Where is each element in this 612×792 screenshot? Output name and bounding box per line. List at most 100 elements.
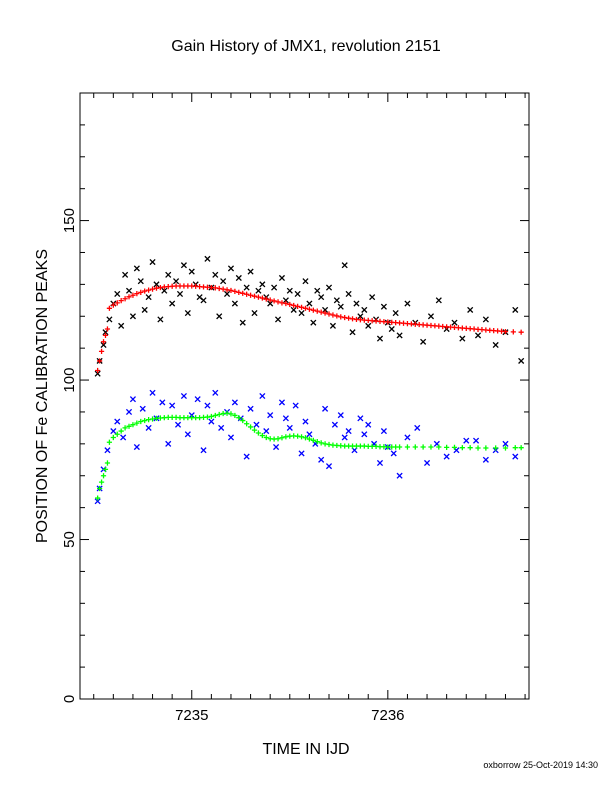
data-point (345, 428, 352, 435)
data-point (267, 300, 274, 307)
data-point (174, 421, 182, 428)
data-point (444, 444, 450, 450)
data-point (145, 424, 152, 431)
footer-stamp: oxborrow 25-Oct-2019 14:30 (483, 760, 598, 770)
axis-ticks (80, 92, 529, 700)
data-point (169, 402, 176, 409)
data-point (467, 445, 473, 451)
data-point (169, 300, 176, 307)
y-tick-label: 100 (61, 368, 78, 393)
data-point (306, 436, 313, 442)
data-point (286, 287, 293, 294)
data-point (318, 309, 324, 315)
data-point (325, 463, 333, 470)
x-tick-label: 7235 (175, 707, 208, 724)
data-point (428, 444, 434, 450)
data-point (145, 294, 152, 301)
data-point (341, 434, 348, 441)
data-point (259, 281, 266, 288)
data-point (443, 453, 450, 460)
data-point (104, 326, 111, 332)
data-point (396, 472, 403, 479)
data-point (279, 435, 285, 441)
data-point (137, 278, 144, 285)
data-point (502, 440, 509, 447)
data-point (427, 313, 435, 320)
data-point (232, 412, 238, 419)
data-point (435, 297, 442, 304)
data-point (322, 405, 329, 412)
data-point (423, 459, 431, 467)
data-point (396, 444, 403, 450)
data-point (310, 437, 316, 443)
plot-frame (79, 92, 530, 700)
data-point (97, 358, 103, 364)
data-point (459, 445, 465, 451)
data-point (212, 412, 218, 419)
data-point (247, 405, 254, 412)
data-point (337, 412, 344, 419)
data-point (349, 329, 356, 336)
data-point (118, 428, 124, 434)
data-point (228, 287, 234, 294)
data-point (263, 296, 269, 302)
data-point (436, 444, 442, 450)
data-point (380, 303, 387, 310)
data-point (318, 456, 325, 463)
y-tick-label: 50 (61, 531, 78, 548)
data-point (212, 389, 219, 396)
data-point (482, 456, 489, 463)
data-point (474, 332, 482, 339)
data-point (292, 402, 299, 409)
data-point (236, 289, 242, 295)
data-point (396, 332, 403, 339)
data-point (302, 435, 309, 441)
data-point (212, 271, 219, 278)
data-point (345, 290, 352, 297)
data-point (314, 439, 320, 445)
data-point (302, 418, 309, 425)
data-point (134, 420, 140, 426)
data-point (240, 290, 246, 296)
y-tick-label: 150 (61, 208, 78, 233)
data-point (404, 444, 411, 450)
data-point (463, 437, 470, 444)
data-point (325, 284, 333, 291)
data-point (138, 418, 144, 425)
y-tick-label: 0 (61, 695, 78, 703)
data-point (228, 411, 234, 417)
data-point (165, 440, 172, 447)
data-point (104, 447, 111, 454)
data-point (306, 306, 313, 312)
data-point (142, 417, 148, 424)
data-point (218, 424, 225, 431)
data-point (459, 335, 466, 342)
data-point (98, 479, 105, 485)
data-point (341, 262, 348, 269)
data-point (420, 444, 426, 450)
data-point (295, 303, 301, 309)
data-point (357, 415, 364, 422)
data-point (216, 313, 223, 320)
series-1 (95, 283, 524, 374)
data-point (274, 316, 282, 323)
data-point (176, 290, 184, 297)
data-point (318, 440, 324, 446)
data-point (392, 310, 399, 317)
series-0 (94, 255, 525, 377)
data-point (251, 427, 258, 433)
data-point (129, 396, 136, 403)
data-point (302, 278, 309, 285)
data-point (157, 316, 164, 323)
data-point (120, 434, 127, 441)
data-point (353, 300, 360, 307)
y-axis-label: POSITION OF Fe CALIBRATION PEAKS (34, 249, 51, 543)
data-point (290, 306, 297, 313)
data-point (512, 306, 519, 313)
data-point (302, 305, 309, 311)
data-point (231, 399, 238, 406)
data-point (271, 298, 277, 304)
data-point (294, 290, 301, 297)
data-point (310, 307, 316, 313)
data-point (518, 357, 525, 364)
